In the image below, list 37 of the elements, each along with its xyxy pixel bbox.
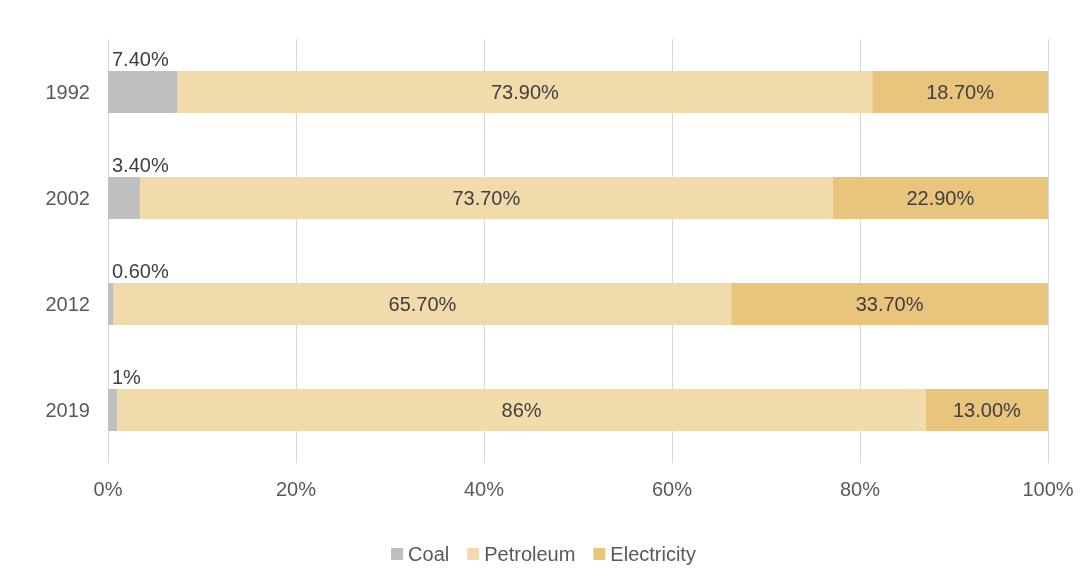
legend-label: Petroleum — [484, 543, 576, 565]
bar — [925, 389, 1048, 431]
data-label: 22.90% — [906, 187, 975, 209]
bar — [108, 283, 114, 325]
legend-label: Coal — [408, 543, 450, 565]
bar — [108, 177, 140, 219]
data-label: 3.40% — [112, 154, 169, 176]
data-label: 65.70% — [388, 293, 457, 315]
bar — [117, 389, 926, 431]
data-label: 18.70% — [926, 81, 995, 103]
y-tick-label: 2002 — [45, 187, 90, 209]
x-tick-label: 40% — [463, 478, 505, 500]
bar — [139, 177, 833, 219]
bar — [872, 71, 1048, 113]
data-label: 86% — [501, 399, 542, 421]
data-label: 0.60% — [112, 260, 169, 282]
x-tick-label: 0% — [93, 478, 123, 500]
x-tick-label: 20% — [275, 478, 317, 500]
bar — [108, 389, 118, 431]
x-tick-label: 100% — [1022, 478, 1074, 500]
bar — [177, 71, 873, 113]
x-tick-label: 60% — [651, 478, 693, 500]
data-label: 7.40% — [112, 48, 169, 70]
data-label: 73.70% — [452, 187, 521, 209]
bar — [108, 71, 178, 113]
bar — [731, 283, 1048, 325]
y-tick-label: 2019 — [45, 399, 90, 421]
y-tick-label: 2012 — [45, 293, 90, 315]
bar — [113, 283, 732, 325]
y-tick-label: 1992 — [45, 81, 90, 103]
bar — [832, 177, 1048, 219]
data-label: 13.00% — [952, 399, 1022, 421]
data-label: 1% — [112, 366, 142, 388]
data-label: 33.70% — [855, 293, 924, 315]
legend-label: Electricity — [610, 543, 696, 565]
data-label: 73.90% — [490, 81, 560, 103]
x-tick-label: 80% — [839, 478, 881, 500]
